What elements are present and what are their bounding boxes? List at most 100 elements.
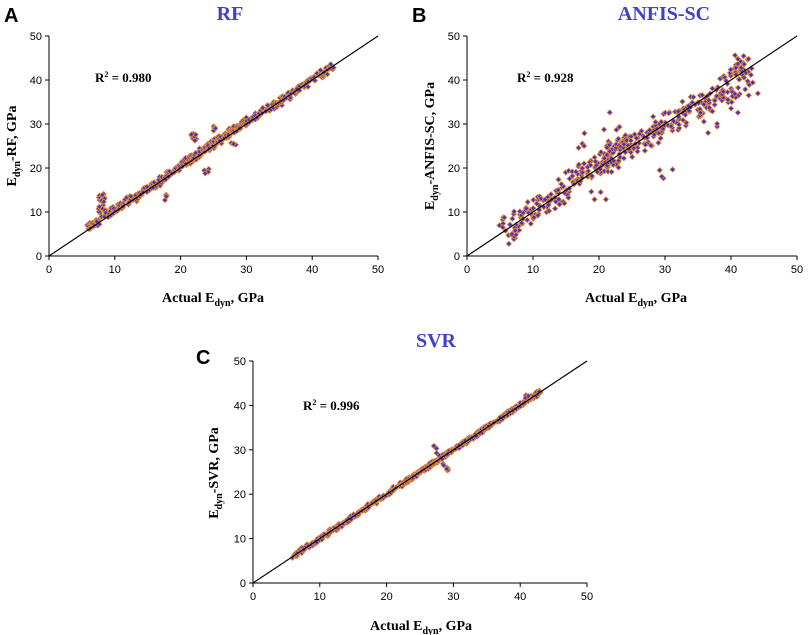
data-point — [662, 109, 669, 116]
plot-area: 0 10 20 30 40 50 0 10 20 30 40 50 — [234, 356, 593, 603]
x-tick-label: 20 — [593, 264, 605, 276]
data-point — [744, 77, 751, 85]
data-point — [509, 215, 516, 222]
x-label-unit: , GPa — [439, 619, 472, 634]
data-point — [711, 101, 718, 108]
data-point — [742, 86, 749, 93]
data-point — [706, 104, 713, 111]
data-point — [304, 83, 312, 90]
data-point — [585, 167, 592, 175]
data-point — [524, 198, 531, 206]
data-point — [646, 126, 653, 134]
data-point — [523, 205, 530, 212]
y-axis-label: Edyn-ANFIS-SC, GPa — [423, 82, 441, 210]
reference-line — [252, 360, 588, 584]
data-point — [726, 69, 734, 77]
y-label-text: E — [207, 509, 222, 518]
data-point — [615, 135, 622, 142]
x-tick-label: 30 — [447, 591, 459, 603]
data-point — [699, 91, 706, 99]
data-point — [555, 176, 562, 183]
y-axis-label: Edyn-SVR, GPa — [207, 427, 225, 519]
plot-area: 0 10 20 30 40 50 0 10 20 30 40 50 — [30, 31, 384, 276]
y-tick-label: 50 — [234, 356, 246, 368]
y-tick-label: 20 — [448, 163, 460, 175]
data-point — [587, 161, 594, 169]
data-point — [541, 196, 549, 203]
data-point — [689, 99, 696, 106]
x-label-subscript: dyn — [214, 298, 231, 309]
r-squared-label: R2 = 0.980 — [95, 70, 152, 85]
data-point — [192, 131, 199, 138]
data-point — [508, 230, 516, 238]
data-point — [555, 186, 562, 194]
data-point — [713, 120, 721, 127]
data-point — [163, 193, 170, 200]
data-point — [600, 126, 608, 133]
y-tick-label: 0 — [240, 578, 246, 590]
data-point — [738, 64, 745, 71]
data-point — [649, 113, 657, 120]
data-point — [555, 196, 562, 203]
data-point — [569, 172, 576, 180]
data-point — [651, 131, 658, 138]
data-point — [749, 79, 756, 86]
data-point — [443, 465, 451, 473]
x-tick-label: 0 — [250, 591, 256, 603]
data-point — [259, 104, 267, 112]
data-point — [740, 61, 748, 68]
data-point — [735, 84, 742, 91]
data-point — [592, 158, 599, 165]
data-point — [647, 142, 654, 149]
data-point — [602, 196, 610, 203]
data-point — [597, 188, 604, 196]
data-point — [230, 140, 237, 148]
data-point — [606, 141, 613, 149]
y-axis-label: Edyn-RF, GPa — [5, 106, 23, 187]
data-point — [683, 119, 690, 126]
x-tick-label: 0 — [464, 264, 470, 276]
data-point — [620, 141, 628, 148]
x-label-text: Actual E — [585, 291, 638, 306]
data-point — [709, 85, 716, 92]
reference-line — [48, 35, 379, 257]
data-point — [530, 205, 537, 212]
data-point — [537, 195, 545, 202]
y-tick-label: 10 — [30, 207, 42, 219]
data-point — [558, 180, 565, 188]
data-point — [516, 208, 524, 215]
y-label-subscript: dyn — [12, 161, 23, 178]
r2-value: = 0.996 — [316, 398, 360, 413]
data-point — [754, 90, 762, 97]
y-tick-label: 0 — [454, 251, 460, 263]
y-tick-label: 40 — [448, 75, 460, 87]
x-tick-label: 50 — [581, 591, 593, 603]
y-tick-label: 50 — [448, 31, 460, 43]
data-point — [731, 52, 739, 59]
y-label-unit: -ANFIS-SC, GPa — [423, 82, 438, 185]
data-point — [608, 168, 615, 176]
data-point — [627, 137, 634, 144]
data-point — [685, 107, 693, 115]
data-point — [581, 130, 588, 137]
data-point — [705, 97, 713, 104]
data-point — [620, 144, 627, 151]
data-point — [191, 137, 199, 144]
data-point — [655, 130, 662, 137]
y-tick-label: 10 — [234, 534, 246, 546]
data-point — [518, 219, 525, 227]
data-point — [440, 462, 447, 469]
y-tick-label: 50 — [30, 31, 42, 43]
data-point — [669, 166, 676, 173]
data-point — [533, 200, 540, 207]
r2-letter: R — [517, 70, 527, 85]
x-tick-label: 30 — [659, 264, 671, 276]
x-tick-label: 40 — [306, 264, 318, 276]
data-point — [727, 105, 735, 112]
x-label-subscript: dyn — [422, 626, 439, 635]
data-point — [572, 168, 580, 175]
data-point — [682, 122, 690, 129]
chart-title: RF — [217, 3, 244, 25]
data-point — [512, 227, 519, 234]
